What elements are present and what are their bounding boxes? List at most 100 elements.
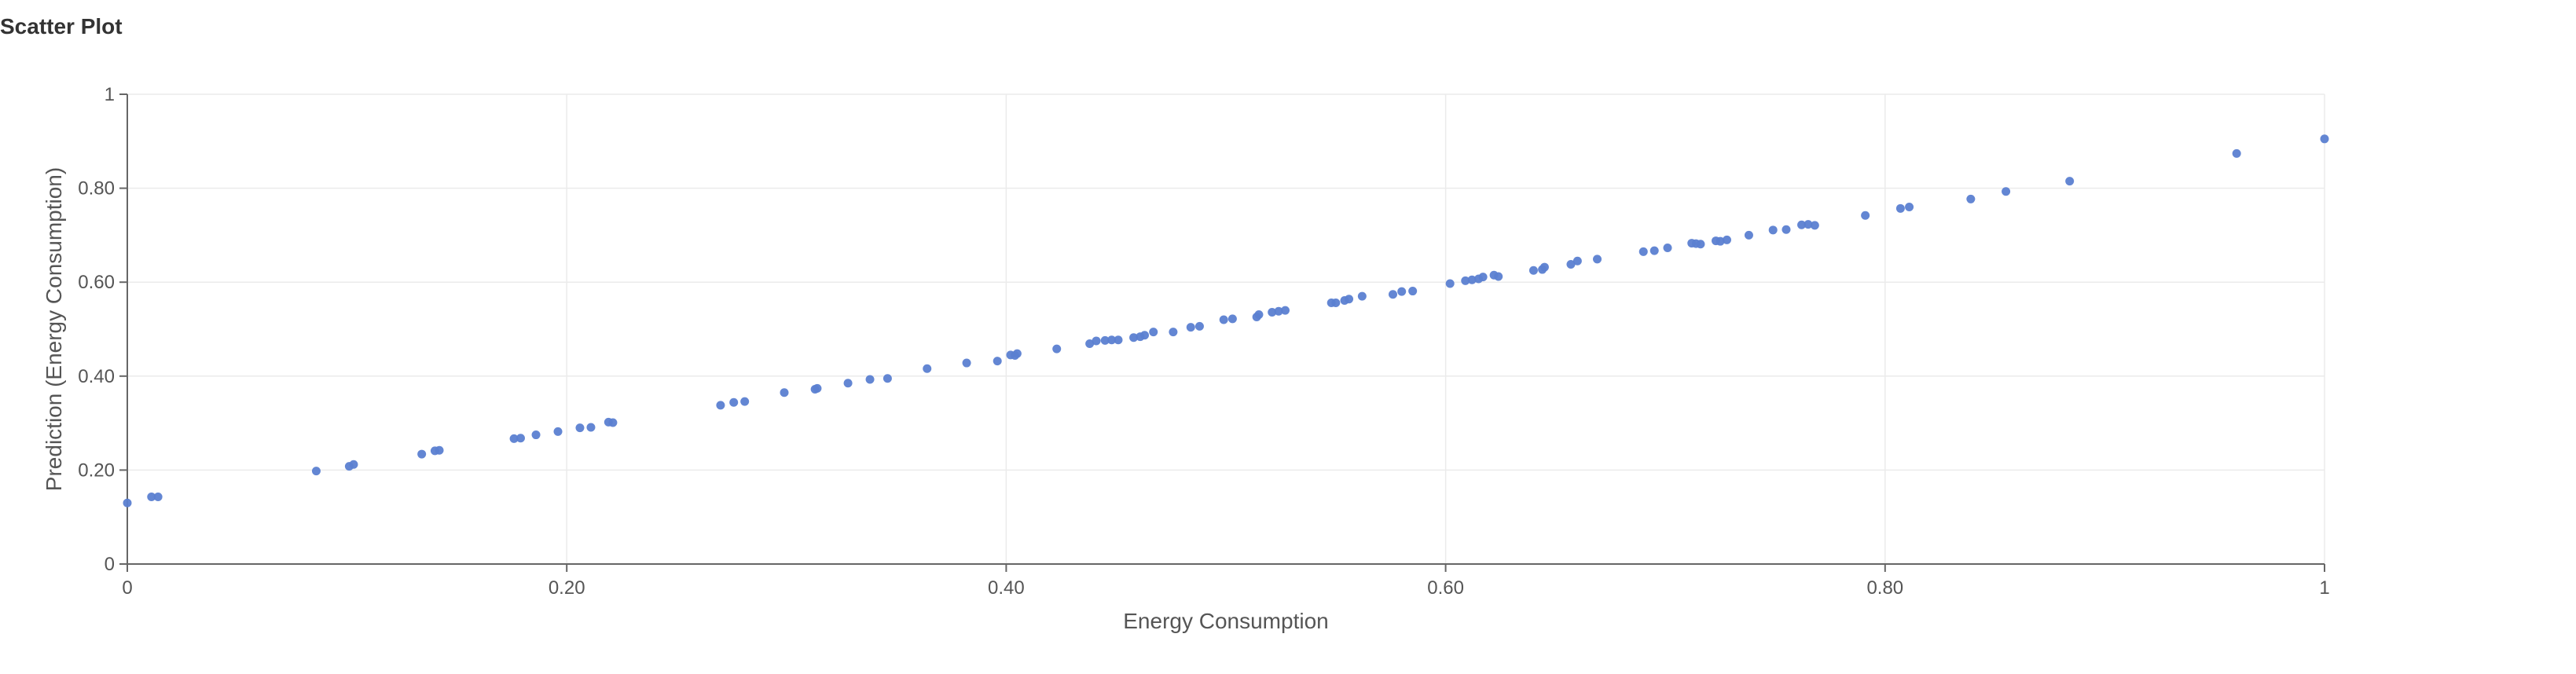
- data-point: [1268, 307, 1277, 317]
- data-point: [1810, 221, 1819, 230]
- data-point: [1408, 287, 1418, 296]
- y-tick-label: 0: [105, 554, 115, 575]
- data-point: [1085, 339, 1095, 349]
- data-point: [435, 445, 444, 455]
- x-tick-label: 1: [2319, 577, 2329, 599]
- data-point: [1186, 323, 1195, 332]
- data-point: [1129, 333, 1139, 342]
- y-tick-label: 0.80: [78, 178, 115, 200]
- data-point: [993, 357, 1002, 366]
- data-point: [813, 383, 822, 393]
- data-point: [1768, 225, 1778, 235]
- data-point: [2232, 148, 2241, 158]
- x-tick-label: 0.80: [1866, 577, 1903, 599]
- data-point: [1194, 321, 1204, 331]
- data-point: [1280, 306, 1290, 315]
- data-point: [586, 423, 596, 432]
- data-point: [1895, 203, 1905, 213]
- data-point: [1254, 310, 1264, 319]
- data-point: [1114, 335, 1123, 345]
- data-point: [923, 364, 932, 373]
- data-point: [865, 375, 875, 384]
- data-point: [1467, 275, 1477, 284]
- data-points: [123, 134, 2329, 507]
- data-point: [1397, 287, 1407, 296]
- data-point: [962, 358, 971, 368]
- data-point: [843, 379, 853, 388]
- data-point: [1388, 290, 1397, 299]
- data-point: [1966, 194, 1976, 203]
- data-point: [1227, 314, 1237, 324]
- data-point: [1052, 344, 1062, 353]
- data-point: [608, 418, 618, 427]
- data-point: [1331, 299, 1341, 308]
- data-point: [1494, 272, 1503, 281]
- data-point: [1696, 240, 1705, 249]
- data-point: [1663, 244, 1672, 253]
- data-point: [1528, 266, 1538, 275]
- x-tick-label: 0.20: [549, 577, 585, 599]
- data-point: [1100, 335, 1110, 345]
- x-tick-label: 0.40: [988, 577, 1025, 599]
- data-point: [123, 498, 132, 507]
- y-tick-label: 0.20: [78, 460, 115, 481]
- data-point: [1797, 220, 1807, 229]
- data-point: [1012, 349, 1022, 358]
- data-point: [780, 388, 789, 397]
- data-point: [509, 434, 519, 443]
- data-point: [729, 397, 739, 407]
- data-point: [2065, 177, 2075, 186]
- y-axis-title: Prediction (Energy Consumption): [42, 167, 66, 491]
- data-point: [1782, 225, 1791, 234]
- data-point: [1092, 336, 1101, 346]
- data-point: [1715, 236, 1725, 246]
- data-point: [531, 430, 541, 440]
- data-point: [417, 449, 427, 459]
- tick-labels: 0 0.20 0.40 0.60 0.80 1 0 0.20 0.40 0.60 0.80 1: [78, 84, 2329, 599]
- data-point: [147, 492, 156, 501]
- data-point: [1219, 315, 1228, 324]
- x-tick-label: 0: [122, 577, 132, 599]
- data-point: [1107, 335, 1117, 345]
- data-point: [1445, 279, 1455, 288]
- y-tick-label: 0.60: [78, 272, 115, 293]
- grid-lines: [127, 93, 2325, 564]
- data-point: [1274, 306, 1283, 316]
- data-point: [516, 434, 525, 443]
- data-point: [1638, 247, 1648, 256]
- data-point: [349, 460, 358, 469]
- data-point: [1140, 331, 1150, 340]
- data-point: [1804, 220, 1813, 229]
- y-tick-label: 1: [105, 84, 115, 105]
- data-point: [1357, 291, 1367, 301]
- data-point: [311, 467, 321, 476]
- data-point: [153, 492, 163, 501]
- x-axis-title: Energy Consumption: [1123, 609, 1328, 633]
- data-point: [1649, 246, 1659, 255]
- data-point: [1905, 203, 1914, 212]
- data-point: [716, 401, 725, 410]
- data-point: [553, 427, 563, 436]
- data-point: [1478, 273, 1488, 282]
- data-point: [1539, 262, 1549, 272]
- data-point: [2002, 187, 2011, 196]
- axes: [119, 93, 2325, 572]
- data-point: [1461, 276, 1470, 285]
- data-point: [1345, 295, 1354, 304]
- x-tick-label: 0.60: [1427, 577, 1464, 599]
- data-point: [1722, 235, 1731, 244]
- data-point: [1744, 230, 1753, 240]
- data-point: [1861, 211, 1870, 220]
- data-point: [1566, 259, 1576, 269]
- chart-title: Scatter Plot: [0, 14, 123, 38]
- y-tick-label: 0.40: [78, 366, 115, 387]
- data-point: [883, 374, 892, 383]
- data-point: [740, 397, 750, 406]
- data-point: [1149, 328, 1158, 337]
- data-point: [1572, 256, 1582, 266]
- data-point: [1593, 255, 1602, 264]
- data-point: [1169, 328, 1178, 337]
- data-point: [575, 423, 585, 433]
- data-point: [2320, 134, 2329, 144]
